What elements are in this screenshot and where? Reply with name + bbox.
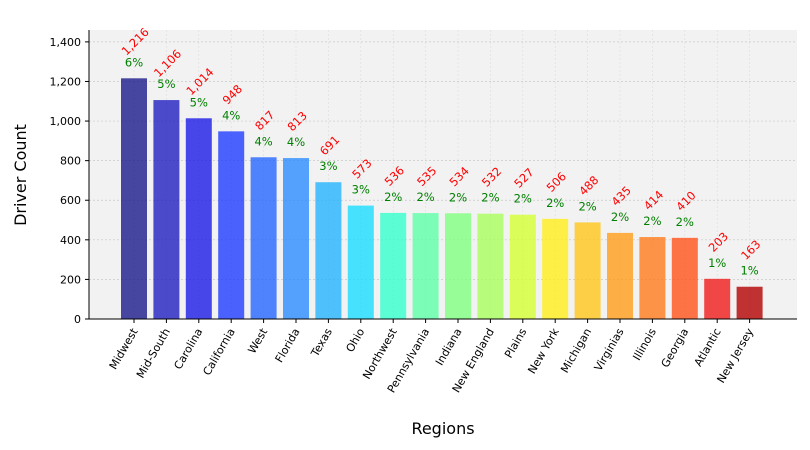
bar-percent-label: 2% — [578, 199, 596, 213]
bar — [639, 237, 666, 319]
y-axis-title: Driver Count — [11, 124, 30, 226]
bar-percent-label: 2% — [384, 190, 402, 204]
bar-percent-label: 2% — [449, 190, 467, 204]
bar — [477, 213, 504, 319]
x-tick-label: Georgia — [659, 326, 692, 370]
y-tick-label: 400 — [60, 234, 81, 247]
bar-labels: 6%1,2165%1,1065%1,0144%9484%8174%8133%69… — [119, 25, 764, 278]
bar-percent-label: 3% — [319, 159, 337, 173]
x-tick-label: Illinois — [630, 326, 659, 363]
x-tick-label: Atlantic — [692, 326, 724, 369]
y-tick-label: 200 — [60, 273, 81, 286]
bar-percent-label: 1% — [740, 264, 758, 278]
bar-percent-label: 2% — [611, 210, 629, 224]
bars — [121, 78, 763, 319]
bar-percent-label: 4% — [254, 134, 272, 148]
bar-percent-label: 2% — [416, 190, 434, 204]
x-tick-label: Ohio — [343, 326, 367, 355]
bar — [445, 213, 471, 319]
y-tick-label: 1,200 — [50, 75, 82, 88]
bar — [542, 218, 569, 319]
bar-percent-label: 2% — [481, 191, 499, 205]
x-tick-label: West — [245, 325, 270, 356]
bar-percent-label: 5% — [190, 95, 208, 109]
x-tick-label: California — [200, 326, 237, 378]
bar — [185, 118, 212, 319]
bar-percent-label: 3% — [352, 183, 370, 197]
y-tick-label: 1,000 — [50, 115, 82, 128]
bar-percent-label: 1% — [708, 256, 726, 270]
x-tick-label: Carolina — [172, 326, 206, 372]
bar-percent-label: 5% — [157, 77, 175, 91]
bar — [574, 222, 601, 319]
bar-percent-label: 2% — [676, 215, 694, 229]
bar-percent-label: 6% — [125, 55, 143, 69]
x-axis-title: Regions — [411, 419, 474, 438]
bar — [250, 157, 277, 319]
bar — [283, 158, 309, 319]
bar — [736, 286, 763, 319]
bar — [412, 213, 439, 319]
bar-percent-label: 2% — [546, 196, 564, 210]
bar — [315, 182, 342, 319]
y-axis-ticks: 0 200 400 600 800 1,000 1,200 1,400 — [50, 36, 89, 326]
bar — [704, 278, 731, 319]
bar — [509, 214, 536, 319]
bar-percent-label: 2% — [514, 192, 532, 206]
bar — [347, 205, 374, 319]
y-tick-label: 1,400 — [50, 36, 82, 49]
y-tick-label: 600 — [60, 194, 81, 207]
bar-percent-label: 2% — [643, 214, 661, 228]
y-tick-label: 800 — [60, 155, 81, 168]
x-tick-label: Michigan — [558, 326, 594, 375]
bar — [218, 131, 245, 319]
x-tick-label: Indiana — [433, 326, 465, 368]
bar — [380, 212, 407, 319]
x-tick-label: Florida — [273, 326, 303, 365]
x-tick-label: Midwest — [107, 325, 141, 371]
bar — [153, 100, 180, 319]
bar — [607, 232, 633, 319]
x-tick-label: Mid-South — [134, 326, 173, 381]
x-tick-label: Plains — [502, 326, 529, 361]
x-tick-label: Texas — [308, 326, 335, 360]
bar-percent-label: 4% — [222, 108, 240, 122]
x-tick-label: Virginias — [592, 326, 627, 374]
bar-percent-label: 4% — [287, 135, 305, 149]
bar — [671, 237, 698, 319]
y-tick-label: 0 — [74, 313, 81, 326]
bar — [121, 78, 147, 319]
x-tick-label: New York — [525, 325, 562, 376]
